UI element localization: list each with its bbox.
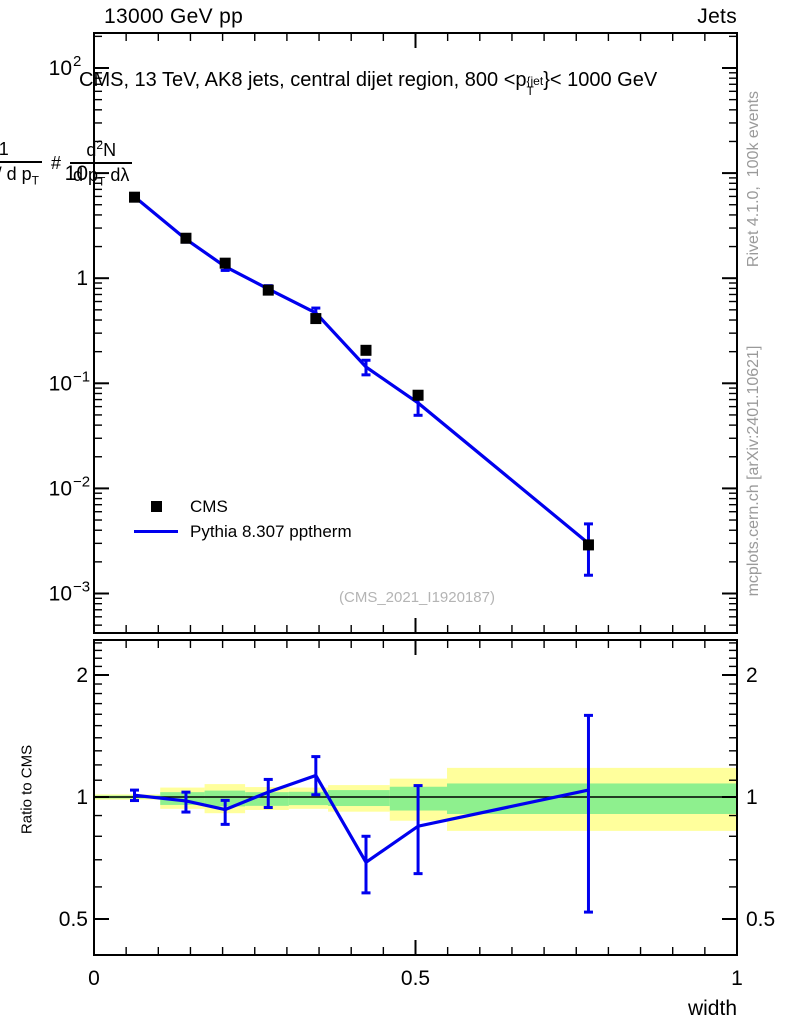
axis-tick-label: 1 [76,267,88,290]
axis-tick-label: 2 [746,664,758,687]
plot-title-superscript: {jet [526,74,544,88]
legend-item-cms: CMS [133,494,352,519]
plot-title-prefix: CMS, 13 TeV, AK8 jets, central dijet reg… [79,69,527,91]
axis-tick-label: 0.5 [401,967,430,990]
axis-tick-label: 10 [49,57,72,80]
axis-tick-label: 1 [746,786,758,809]
legend-label: CMS [190,496,228,516]
pythia-line-icon [133,530,179,533]
pt-jet-supsub: {jet T [526,74,544,98]
axis-tick-label: −1 [73,368,90,385]
axis-tick-label: 1 [76,786,88,809]
axis-tick-label: 0 [88,967,100,990]
axis-tick-label: 2 [76,664,88,687]
axis-tick-label: 0.5 [59,908,88,931]
legend-item-pythia: Pythia 8.307 pptherm [133,519,352,544]
plot-title: CMS, 13 TeV, AK8 jets, central dijet reg… [79,69,658,98]
hash-symbol: # [51,152,62,173]
fraction-one-over-dNdpT: 1 dN / d pT [0,139,42,187]
ratio-y-axis-label: Ratio to CMS [18,744,36,835]
cms-marker [129,191,141,203]
cms-marker [310,313,322,325]
generator-version-note: Rivet 4.1.0, 100k events [745,90,762,268]
legend-label: Pythia 8.307 pptherm [190,521,352,541]
axis-tick-label: 10 [49,477,72,500]
mcplots-source-note: mcplots.cern.ch [arXiv:2401.10621] [745,345,762,597]
fraction-d2N-over-dpTdlambda: d2N d pT dλ [70,138,133,188]
cms-marker [582,539,594,551]
cms-marker [219,257,231,269]
axis-tick-label: 10 [49,583,72,606]
legend: CMS Pythia 8.307 pptherm [133,494,352,544]
uncertainty-band-green [204,790,246,807]
main-y-axis-label: # 1 dN / d pT # d2N d pT dλ [0,118,175,208]
axis-tick-label: 1 [731,967,743,990]
axis-tick-label: −3 [73,579,90,596]
axis-tick-label: −2 [73,473,90,490]
axis-tick-label: 10 [49,372,72,395]
axis-ticks [93,33,738,955]
analysis-group-label: Jets [697,5,737,28]
axis-tick-label: 0.5 [746,908,775,931]
plot-title-suffix: }< 1000 GeV [543,69,658,91]
cms-marker-icon [133,501,179,512]
plot-title-subscript: T [526,84,534,98]
cms-marker [360,344,372,356]
uncertainty-band-green [328,790,390,807]
axis-tick-label: 2 [73,53,81,70]
cms-marker [412,389,424,401]
ratio-line [134,773,589,865]
cms-marker [262,284,274,296]
axis-tick-label: 10 [65,162,88,185]
x-axis-label: width [687,997,737,1020]
pythia-line [133,195,590,545]
cms-data-markers [129,191,594,551]
cms-marker [180,232,192,244]
beam-energy-label: 13000 GeV pp [104,5,244,28]
analysis-id-watermark: (CMS_2021_I1920187) [339,589,495,606]
uncertainty-band-green [288,791,329,806]
